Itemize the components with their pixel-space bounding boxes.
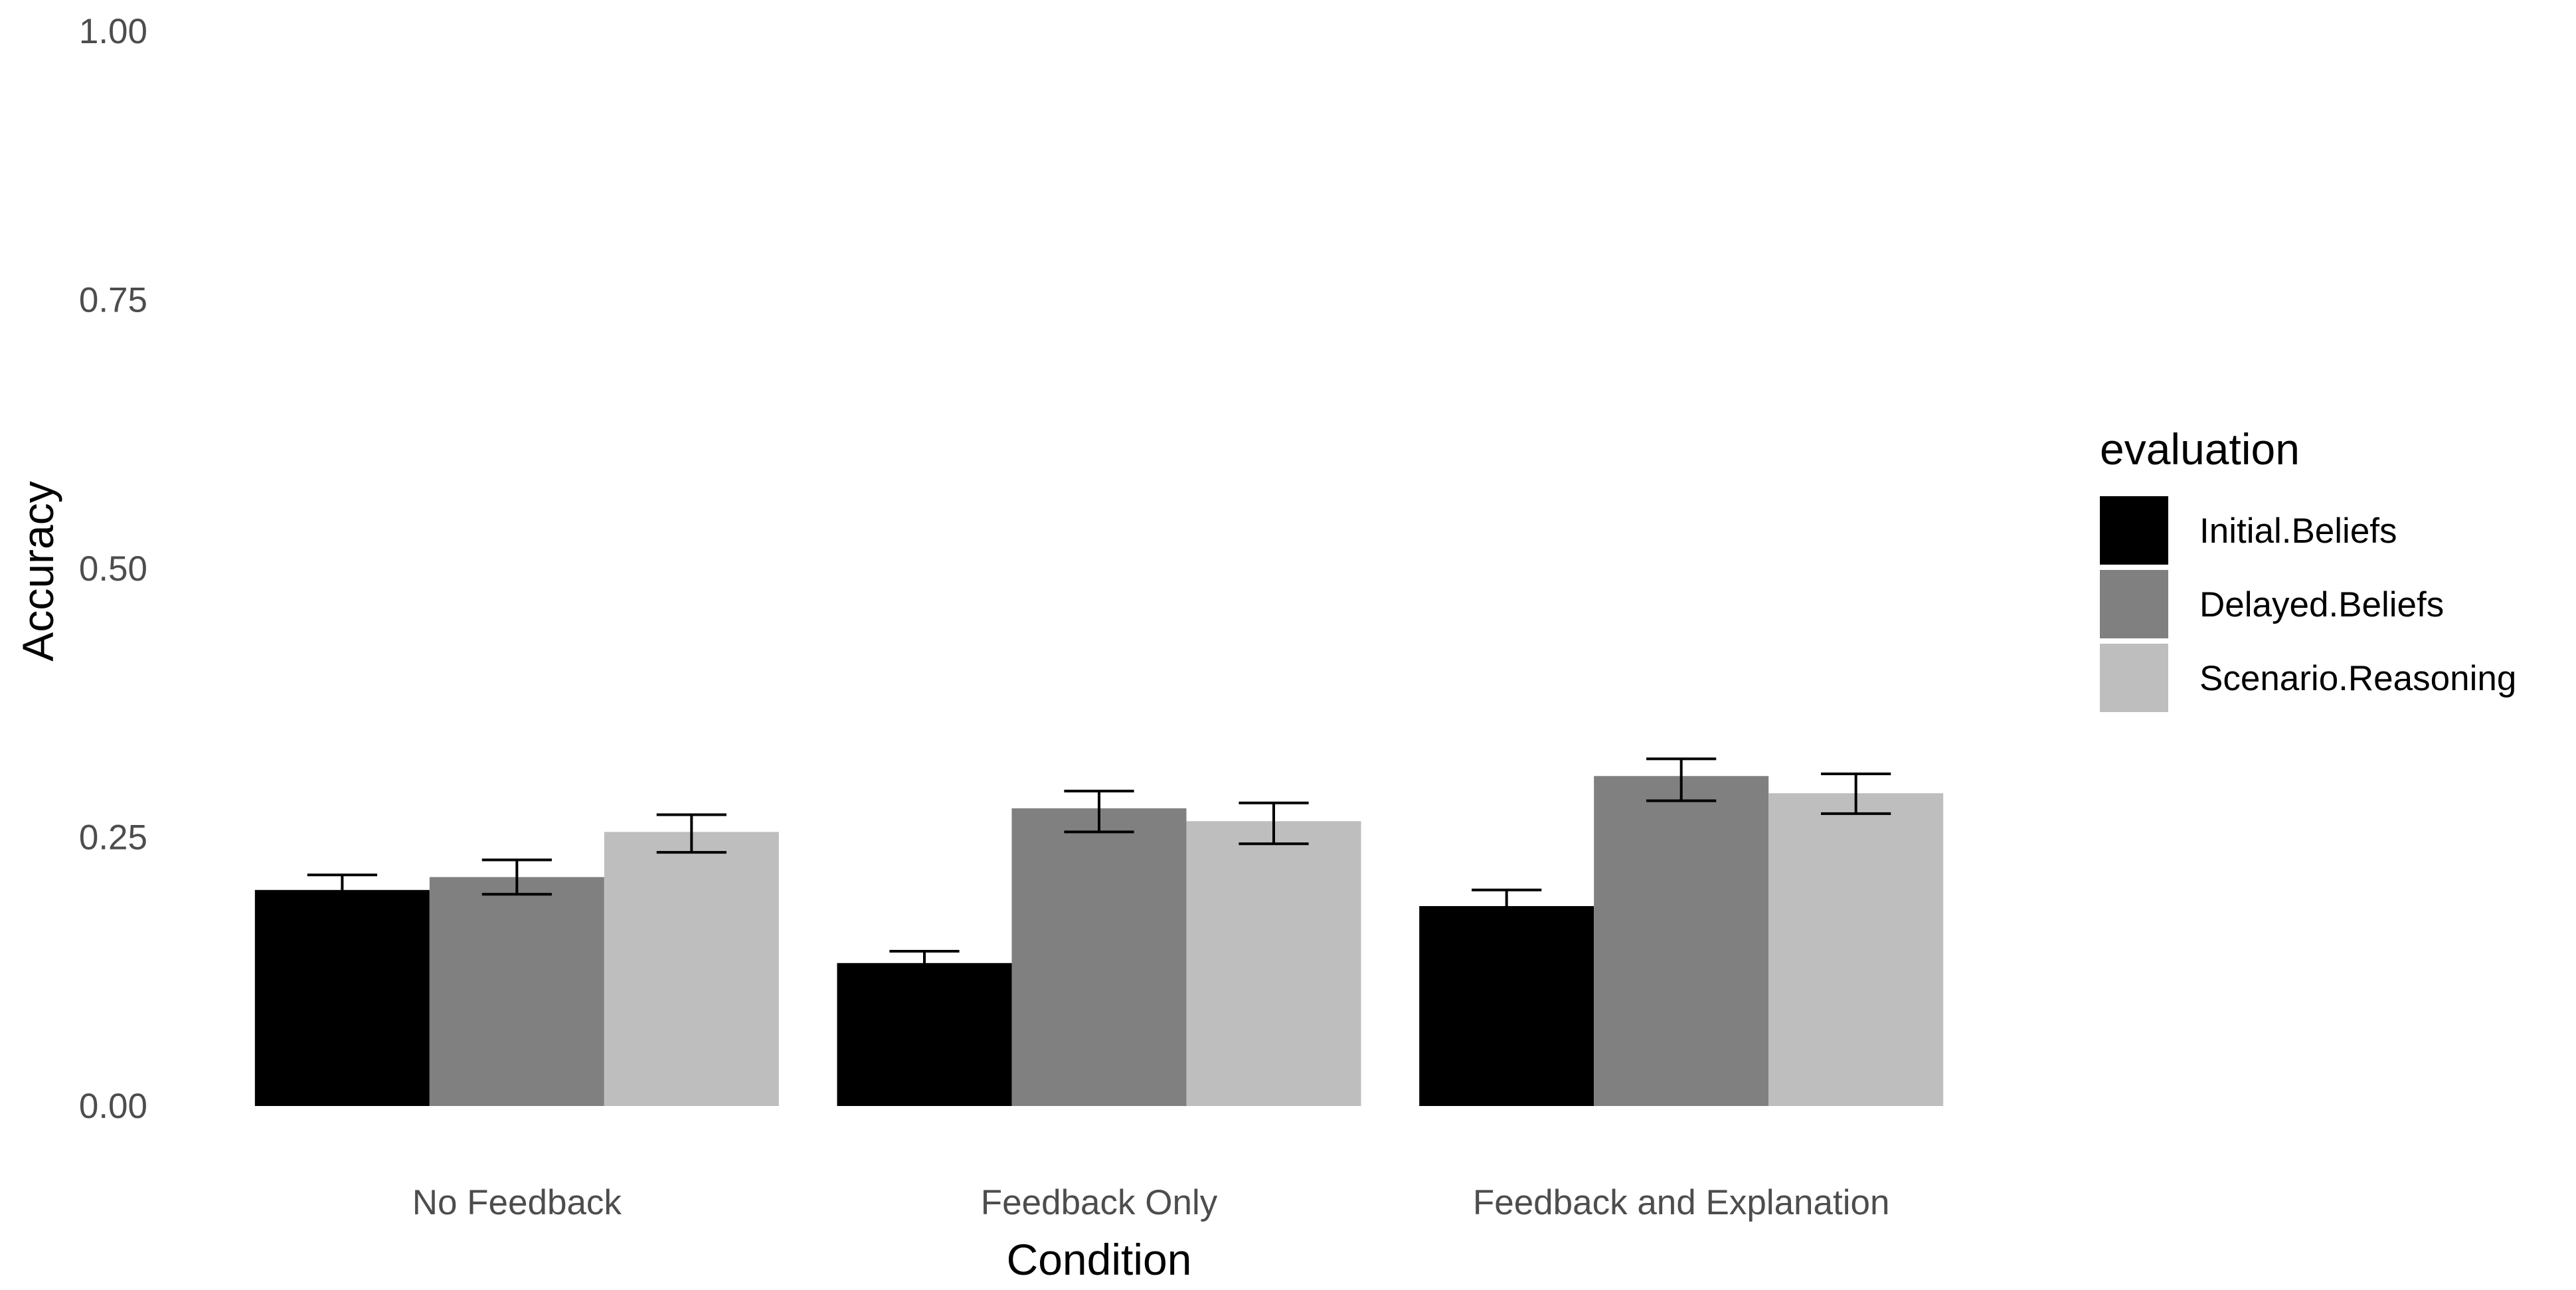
legend-swatch	[2100, 644, 2168, 712]
bar	[429, 877, 604, 1106]
y-tick-label: 0.00	[79, 1087, 147, 1126]
error-bar-group	[307, 757, 1891, 976]
bar	[1011, 808, 1187, 1106]
y-axis: 0.00 0.25 0.50 0.75 1.00	[79, 12, 147, 1126]
bar	[604, 832, 779, 1106]
x-axis: No Feedback Feedback Only Feedback and Exp…	[412, 1183, 1890, 1222]
y-tick-label: 0.75	[79, 281, 147, 320]
legend: evaluation Initial.Beliefs Delayed.Belief…	[2100, 424, 2516, 712]
legend-swatch	[2100, 570, 2168, 638]
bar	[1186, 821, 1361, 1106]
bar	[254, 889, 430, 1106]
bar	[1594, 776, 1769, 1106]
legend-label: Delayed.Beliefs	[2199, 585, 2444, 624]
y-tick-label: 0.25	[79, 818, 147, 858]
y-axis-title: Accuracy	[13, 481, 62, 661]
x-tick-label: No Feedback	[412, 1183, 622, 1222]
bar	[837, 963, 1012, 1106]
x-axis-title: Condition	[1007, 1235, 1192, 1284]
y-tick-label: 0.50	[79, 549, 147, 589]
y-tick-label: 1.00	[79, 12, 147, 51]
bar	[1419, 906, 1594, 1106]
bar-group	[254, 776, 1944, 1106]
x-tick-label: Feedback Only	[981, 1183, 1218, 1222]
x-tick-label: Feedback and Explanation	[1473, 1183, 1890, 1222]
legend-swatch	[2100, 496, 2168, 565]
legend-label: Initial.Beliefs	[2199, 511, 2397, 551]
legend-label: Scenario.Reasoning	[2199, 659, 2516, 698]
bar	[1768, 793, 1944, 1106]
legend-title: evaluation	[2100, 424, 2300, 474]
